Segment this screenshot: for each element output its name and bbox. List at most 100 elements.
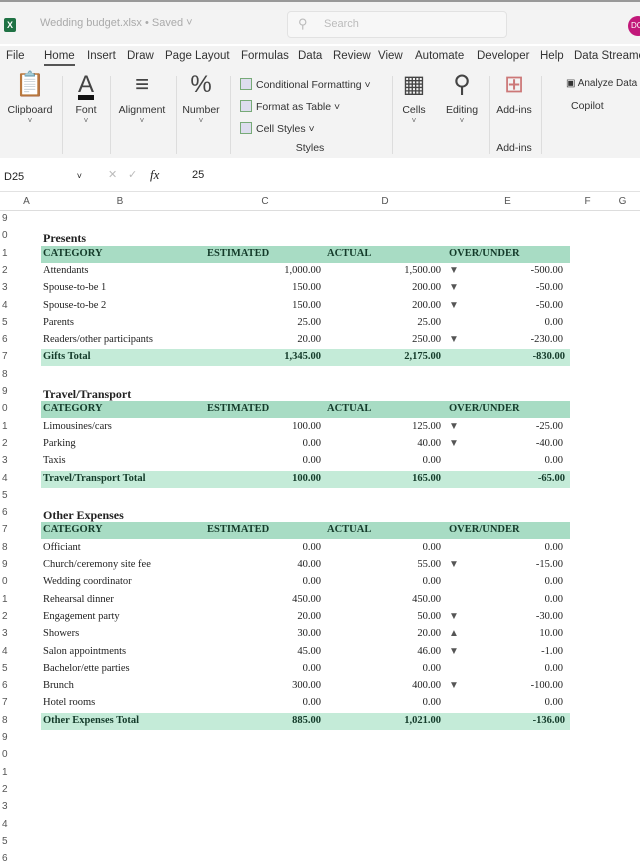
row-header[interactable]: 6 [2, 853, 8, 864]
row-header[interactable]: 5 [2, 316, 8, 328]
tab-help[interactable]: Help [540, 50, 564, 62]
cell-category[interactable]: Brunch [43, 680, 74, 692]
cell-estimated[interactable]: 25.00 [297, 316, 321, 328]
cell-actual[interactable]: 2,175.00 [404, 351, 441, 363]
row-header[interactable]: 6 [2, 680, 8, 692]
cell-over-under[interactable]: -30.00 [535, 610, 563, 622]
cell-estimated[interactable]: 0.00 [302, 437, 321, 449]
cell-over-under[interactable]: -50.00 [535, 299, 563, 311]
cell-estimated[interactable]: 100.00 [292, 420, 321, 432]
document-title[interactable]: Wedding budget.xlsx • Saved ˅ [40, 17, 193, 29]
column-header-E[interactable]: E [504, 196, 511, 207]
cell-category[interactable]: Spouse-to-be 1 [43, 282, 107, 294]
row-header[interactable]: 9 [2, 213, 8, 224]
tab-automate[interactable]: Automate [415, 50, 465, 62]
row-header[interactable]: 0 [2, 749, 8, 761]
cell-actual[interactable]: 165.00 [412, 472, 441, 484]
cell-estimated[interactable]: 0.00 [302, 697, 321, 709]
tab-data-streamer[interactable]: Data Streamer [574, 50, 640, 62]
row-header[interactable]: 1 [2, 420, 8, 432]
cell-actual[interactable]: 50.00 [417, 610, 441, 622]
analyze-data-button[interactable]: ▣ Analyze Data [566, 78, 637, 89]
cell-category[interactable]: Church/ceremony site fee [43, 559, 151, 570]
cell-category[interactable]: Taxis [43, 455, 66, 467]
cell-actual[interactable]: 125.00 [412, 420, 441, 432]
cell-over-under[interactable]: 10.00 [539, 628, 563, 640]
cell-actual[interactable]: 20.00 [417, 628, 441, 640]
cell-over-under[interactable]: -40.00 [535, 437, 563, 449]
name-box[interactable]: D25 ˅ [2, 168, 86, 188]
cell-estimated[interactable]: 30.00 [297, 628, 321, 640]
cell-over-under[interactable]: -50.00 [535, 282, 563, 294]
cell-over-under[interactable]: 0.00 [544, 576, 563, 588]
cell-over-under[interactable]: -15.00 [535, 559, 563, 570]
row-header[interactable]: 9 [2, 386, 8, 397]
cell-estimated[interactable]: 0.00 [302, 662, 321, 674]
number-button[interactable]: % Number ˅ [180, 70, 222, 125]
cell-over-under[interactable]: 0.00 [544, 455, 563, 467]
cell-category[interactable]: Travel/Transport Total [43, 472, 146, 484]
cell-category[interactable]: Attendants [43, 264, 89, 276]
cancel-icon[interactable]: ✕ [108, 169, 118, 181]
cells-button[interactable]: ▦ Cells ˅ [396, 70, 432, 125]
cell-category[interactable]: Salon appointments [43, 645, 127, 657]
row-header[interactable]: 3 [2, 455, 8, 467]
cell-over-under[interactable]: 0.00 [544, 697, 563, 709]
row-header[interactable]: 5 [2, 835, 8, 847]
copilot-button[interactable]: Copilot [571, 100, 604, 112]
cell-category[interactable]: Limousines/cars [43, 420, 112, 432]
row-header[interactable]: 5 [2, 489, 8, 501]
cell-category[interactable]: Officiant [43, 541, 81, 553]
row-header[interactable]: 6 [2, 507, 8, 519]
tab-formulas[interactable]: Formulas [241, 50, 289, 62]
row-header[interactable]: 6 [2, 334, 8, 346]
row-header[interactable]: 5 [2, 662, 8, 674]
cell-estimated[interactable]: 1,000.00 [284, 264, 321, 276]
cell-category[interactable]: Parents [43, 316, 74, 328]
cell-over-under[interactable]: -500.00 [530, 264, 563, 276]
cell-actual[interactable]: 0.00 [422, 697, 441, 709]
cell-over-under[interactable]: -65.00 [537, 472, 565, 484]
tab-home[interactable]: Home [44, 50, 75, 66]
cell-category[interactable]: Readers/other participants [43, 334, 153, 346]
row-header[interactable]: 0 [2, 576, 8, 588]
row-header[interactable]: 2 [2, 264, 8, 276]
cell-over-under[interactable]: -136.00 [532, 714, 565, 726]
cell-category[interactable]: Spouse-to-be 2 [43, 299, 107, 311]
row-header[interactable]: 7 [2, 524, 8, 536]
cell-category[interactable]: Gifts Total [43, 351, 91, 363]
cell-estimated[interactable]: 45.00 [297, 645, 321, 657]
cell-category[interactable]: Hotel rooms [43, 697, 96, 709]
row-header[interactable]: 3 [2, 282, 8, 294]
row-header[interactable]: 4 [2, 472, 8, 484]
tab-insert[interactable]: Insert [87, 50, 116, 62]
row-header[interactable]: 8 [2, 541, 8, 553]
addins-button[interactable]: ⊞ Add-ins [492, 70, 536, 116]
font-button[interactable]: A Font ˅ [68, 70, 104, 125]
cell-estimated[interactable]: 40.00 [297, 559, 321, 570]
search-box[interactable]: ⚲ Search [287, 11, 507, 38]
column-header-G[interactable]: G [618, 196, 627, 207]
chevron-down-icon[interactable]: ˅ [76, 171, 82, 181]
enter-icon[interactable]: ✓ [128, 169, 138, 181]
cell-actual[interactable]: 1,021.00 [404, 714, 441, 726]
cell-styles-button[interactable]: Cell Styles ˅ [240, 122, 315, 135]
insert-function-icon[interactable]: fx [150, 167, 160, 182]
cell-actual[interactable]: 0.00 [422, 455, 441, 467]
row-header[interactable]: 4 [2, 818, 8, 830]
cell-actual[interactable]: 200.00 [412, 282, 441, 294]
tab-developer[interactable]: Developer [477, 50, 530, 62]
cell-over-under[interactable]: 0.00 [544, 593, 563, 605]
row-header[interactable]: 2 [2, 610, 8, 622]
cell-over-under[interactable]: -830.00 [532, 351, 565, 363]
cell-over-under[interactable]: -230.00 [530, 334, 563, 346]
cell-estimated[interactable]: 1,345.00 [284, 351, 321, 363]
cell-estimated[interactable]: 150.00 [292, 282, 321, 294]
row-header[interactable]: 9 [2, 732, 8, 743]
cell-category[interactable]: Bachelor/ette parties [43, 662, 130, 674]
cell-category[interactable]: Showers [43, 628, 80, 640]
row-header[interactable]: 2 [2, 783, 8, 795]
cell-actual[interactable]: 1,500.00 [404, 264, 441, 276]
cell-over-under[interactable]: 0.00 [544, 541, 563, 553]
column-header-B[interactable]: B [116, 196, 124, 207]
